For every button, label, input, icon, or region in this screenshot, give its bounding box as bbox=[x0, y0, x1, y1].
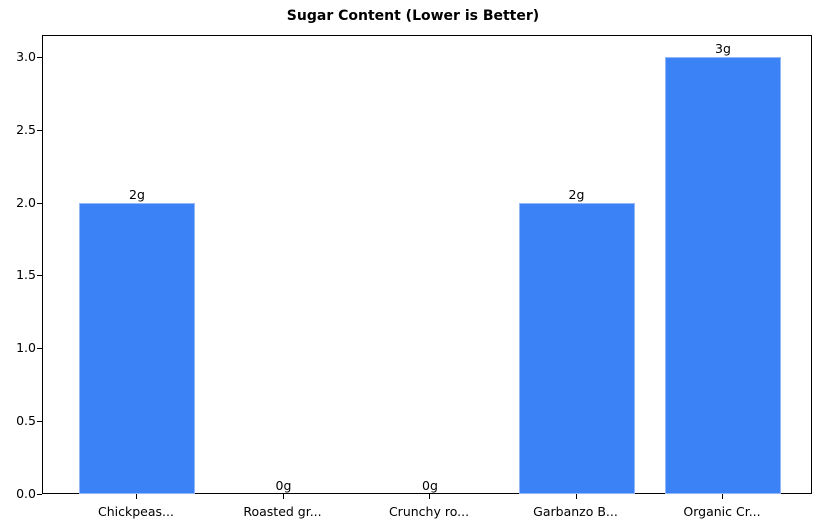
x-tick-label: Garbanzo B... bbox=[533, 504, 618, 519]
x-tick-mark bbox=[722, 494, 723, 499]
y-tick-label: 2.0 bbox=[16, 194, 36, 210]
y-tick-label: 3.0 bbox=[16, 48, 36, 64]
y-tick-mark bbox=[37, 202, 42, 204]
x-tick-label: Roasted gr... bbox=[243, 504, 322, 519]
y-tick-label: 0.0 bbox=[16, 486, 36, 501]
x-tick-label: Organic Cr... bbox=[683, 504, 761, 519]
y-tick-mark bbox=[37, 494, 42, 495]
x-tick-mark bbox=[282, 494, 284, 499]
bar-value-label: 2g bbox=[568, 186, 585, 202]
y-tick-mark bbox=[37, 348, 42, 350]
bar-value-label: 0g bbox=[422, 478, 438, 493]
plot-area: 2g 0g 0g 2g 3g bbox=[42, 35, 812, 494]
bar-value-label: 3g bbox=[715, 40, 731, 56]
chart-title: Sugar Content (Lower is Better) bbox=[286, 8, 540, 24]
y-tick-label: 2.5 bbox=[16, 121, 36, 137]
x-tick-label: Crunchy ro... bbox=[388, 504, 470, 519]
y-tick-mark bbox=[37, 275, 42, 277]
y-tick-mark bbox=[37, 129, 42, 131]
bar bbox=[665, 56, 781, 494]
y-tick-mark bbox=[37, 421, 42, 423]
bar-value-label: 0g bbox=[275, 478, 292, 493]
x-tick-mark bbox=[429, 494, 430, 499]
x-tick-label: Chickpeas... bbox=[98, 504, 174, 519]
x-tick-mark bbox=[575, 494, 577, 499]
y-tick-label: 0.5 bbox=[16, 413, 36, 429]
y-tick-label: 1.5 bbox=[16, 267, 36, 283]
bar bbox=[79, 202, 195, 494]
x-tick-mark bbox=[136, 494, 137, 499]
bar-value-label: 2g bbox=[129, 186, 145, 202]
y-tick-mark bbox=[37, 56, 42, 58]
y-tick-label: 1.0 bbox=[16, 340, 36, 356]
bar bbox=[518, 202, 635, 494]
